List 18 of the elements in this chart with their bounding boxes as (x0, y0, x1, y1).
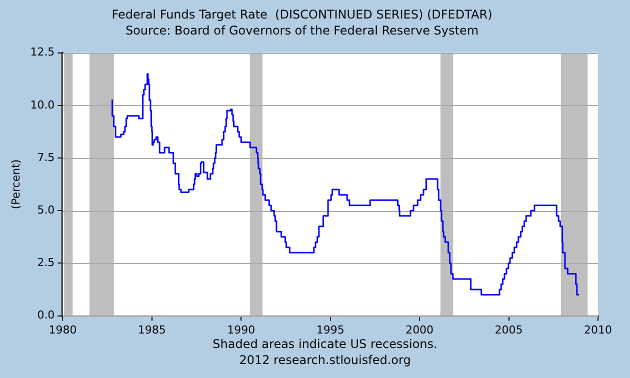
text: 2012 research.stlouisfed.org (239, 353, 411, 367)
x-tick-label: 2010 (584, 323, 612, 336)
y-tick-label: 7.5 (37, 150, 55, 164)
y-tick-label: 5.0 (37, 203, 55, 216)
y-tick-label: 10.0 (30, 98, 55, 112)
y-tick-label: 12.5 (30, 46, 55, 59)
x-tick-label: 1980 (48, 323, 77, 336)
chart-subtitle: Source: Board of Governors of the Federal Reserve System (125, 24, 479, 38)
x-tick-label: 1990 (227, 323, 256, 336)
text: Shaded areas indicate US recessions. (212, 337, 438, 351)
y-tick-label: 0.0 (37, 308, 55, 322)
x-tick-label: 2000 (406, 323, 434, 336)
chart-title: Federal Funds Target Rate (DISCONTINUED SERIES) (DFEDTAR) (112, 7, 492, 22)
y-tick-label: 2.5 (37, 256, 55, 270)
x-tick-label: 1995 (316, 323, 344, 336)
x-tick-label: 2005 (494, 323, 523, 336)
y-axis-title: (Percent) (9, 159, 22, 210)
x-tick-label: 1985 (138, 323, 166, 336)
